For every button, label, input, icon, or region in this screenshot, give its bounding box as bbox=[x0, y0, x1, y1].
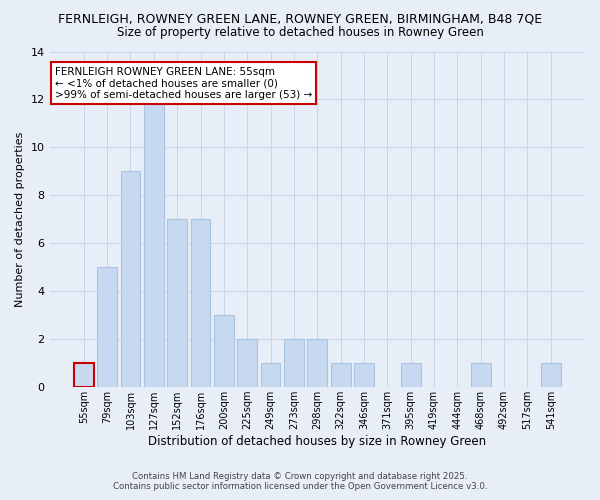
X-axis label: Distribution of detached houses by size in Rowney Green: Distribution of detached houses by size … bbox=[148, 434, 487, 448]
Bar bbox=[74, 362, 94, 386]
Y-axis label: Number of detached properties: Number of detached properties bbox=[15, 132, 25, 307]
Bar bbox=[97, 267, 117, 386]
Text: Contains HM Land Registry data © Crown copyright and database right 2025.
Contai: Contains HM Land Registry data © Crown c… bbox=[113, 472, 487, 491]
Text: FERNLEIGH, ROWNEY GREEN LANE, ROWNEY GREEN, BIRMINGHAM, B48 7QE: FERNLEIGH, ROWNEY GREEN LANE, ROWNEY GRE… bbox=[58, 12, 542, 26]
Bar bbox=[121, 171, 140, 386]
Bar bbox=[284, 339, 304, 386]
Bar bbox=[214, 315, 234, 386]
Bar bbox=[260, 362, 280, 386]
Bar bbox=[401, 362, 421, 386]
Bar bbox=[238, 339, 257, 386]
Bar bbox=[144, 100, 164, 387]
Bar bbox=[541, 362, 560, 386]
Text: Size of property relative to detached houses in Rowney Green: Size of property relative to detached ho… bbox=[116, 26, 484, 39]
Bar bbox=[471, 362, 491, 386]
Bar bbox=[191, 219, 211, 386]
Bar bbox=[331, 362, 350, 386]
Bar bbox=[354, 362, 374, 386]
Text: FERNLEIGH ROWNEY GREEN LANE: 55sqm
← <1% of detached houses are smaller (0)
>99%: FERNLEIGH ROWNEY GREEN LANE: 55sqm ← <1%… bbox=[55, 66, 312, 100]
Bar bbox=[307, 339, 327, 386]
Bar bbox=[167, 219, 187, 386]
